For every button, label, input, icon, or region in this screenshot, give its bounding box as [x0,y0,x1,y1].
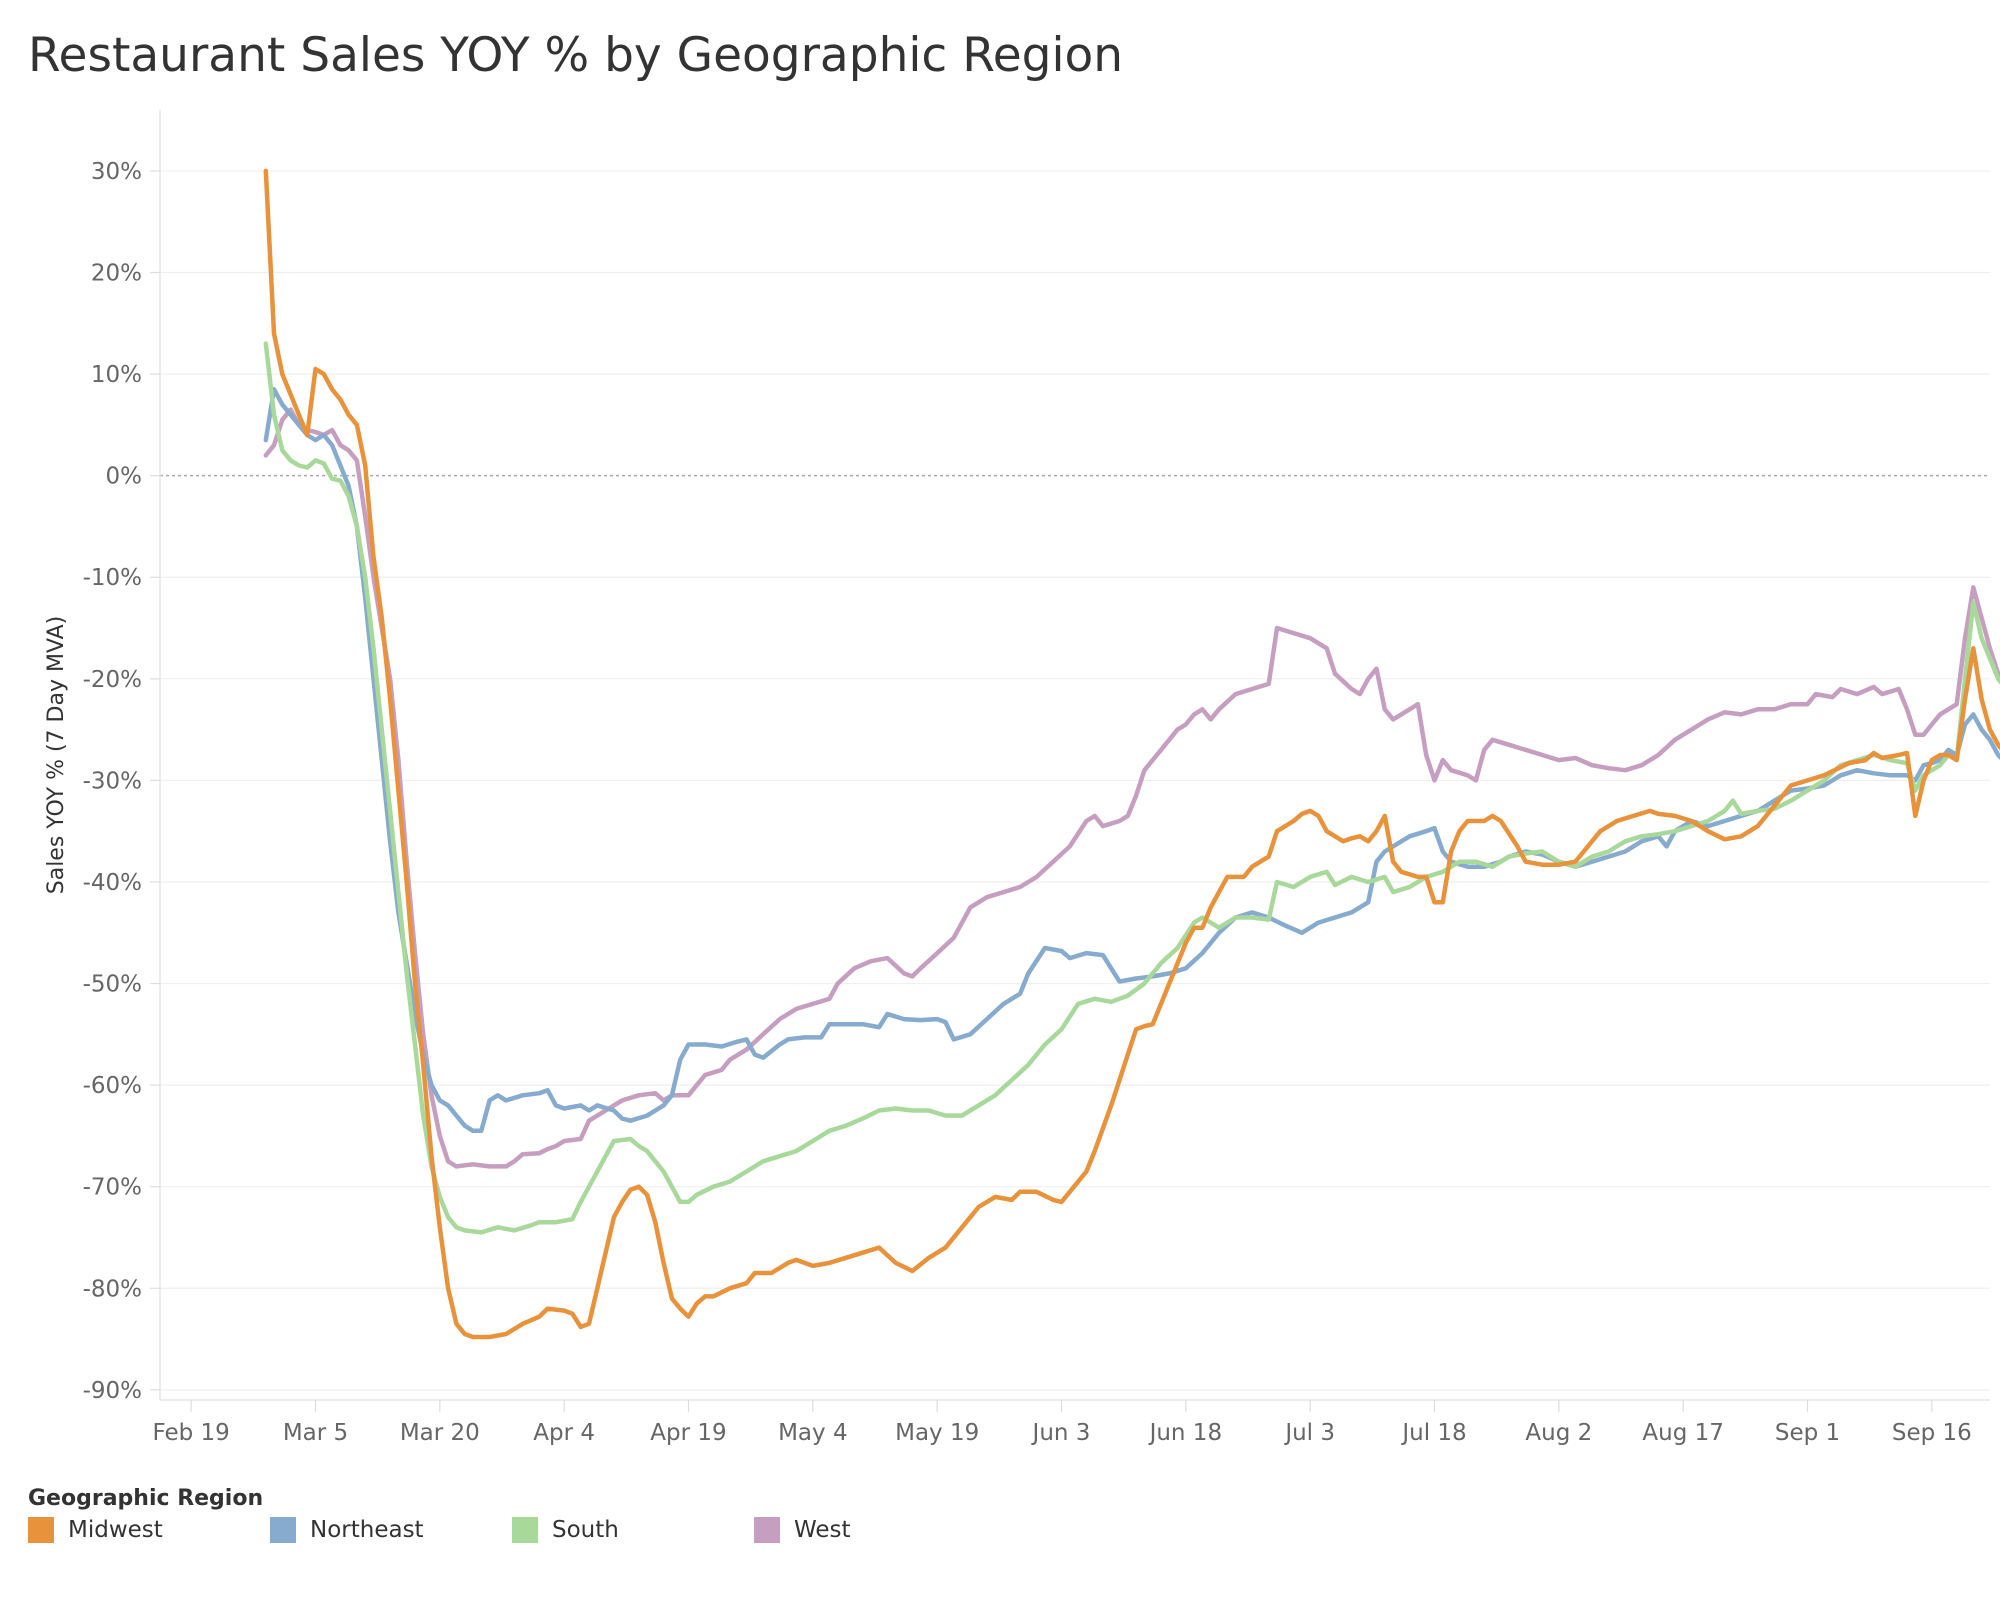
y-tick-label: -50% [83,972,142,998]
y-tick-label: 10% [91,362,142,388]
y-tick-label: -20% [83,667,142,693]
legend-item-northeast[interactable]: Northeast [270,1517,424,1543]
x-tick-label: Mar 20 [400,1420,480,1446]
legend-swatch-northeast [270,1517,296,1543]
legend-title: Geographic Region [28,1486,264,1511]
legend-label-south: South [552,1517,619,1543]
x-tick-label: Sep 16 [1892,1420,1972,1446]
y-tick-label: 0% [106,464,143,490]
x-tick-labels: Feb 19 Mar 5 Mar 20 Apr 4 Apr 19 May 4 May 19 J… [152,1420,1971,1446]
x-tick-label: Jul 18 [1400,1420,1466,1446]
series-line-west [263,407,2000,1169]
chart-title: Restaurant Sales YOY % by Geographic Reg… [28,28,1124,83]
y-tick-label: 30% [91,159,142,185]
line-chart: 30% 20% 10% 0% -10% -20% -30% -40% -50% -60% -70% -… [44,110,2000,1446]
legend-label-west: West [794,1517,851,1543]
x-tick-label: Jun 3 [1031,1420,1091,1446]
series-line-south [263,341,2000,1235]
legend-item-west[interactable]: West [754,1517,851,1543]
x-tick-label: Aug 2 [1525,1420,1592,1446]
series-line-midwest [263,168,2000,1340]
y-tick-label: -80% [83,1276,142,1302]
y-tick-label: -10% [83,565,142,591]
y-tick-label: -70% [83,1175,142,1201]
legend-swatch-west [754,1517,780,1543]
x-tick-label: Sep 1 [1775,1420,1840,1446]
gridlines [160,170,1990,1391]
legend-item-midwest[interactable]: Midwest [28,1517,163,1543]
x-tick-label: Aug 17 [1642,1420,1724,1446]
x-tick-label: May 19 [895,1420,979,1446]
series-lines [263,168,2000,1340]
series-line-northeast [263,387,2000,1134]
x-tick-label: Apr 19 [650,1420,726,1446]
legend-label-midwest: Midwest [68,1517,163,1543]
x-tick-label: Jun 18 [1148,1420,1223,1446]
legend-items: Midwest Northeast South West [28,1517,851,1551]
legend-swatch-midwest [28,1517,54,1543]
axes [150,110,1990,1412]
y-tick-label: -30% [83,768,142,794]
x-tick-label: Mar 5 [283,1420,348,1446]
y-tick-label: -60% [83,1073,142,1099]
y-tick-labels: 30% 20% 10% 0% -10% -20% -30% -40% -50% -60% -70% -… [83,159,142,1404]
y-tick-label: 20% [91,261,142,287]
x-tick-label: May 4 [778,1420,848,1446]
x-tick-label: Feb 19 [152,1420,229,1446]
legend-label-northeast: Northeast [310,1517,424,1543]
y-axis-label: Sales YOY % (7 Day MVA) [44,616,69,895]
y-tick-label: -40% [83,870,142,896]
x-tick-label: Apr 4 [533,1420,595,1446]
legend-swatch-south [512,1517,538,1543]
legend: Geographic Region Midwest Northeast Sout… [28,1486,851,1551]
x-tick-label: Jul 3 [1283,1420,1335,1446]
y-tick-label: -90% [83,1378,142,1404]
legend-item-south[interactable]: South [512,1517,619,1543]
